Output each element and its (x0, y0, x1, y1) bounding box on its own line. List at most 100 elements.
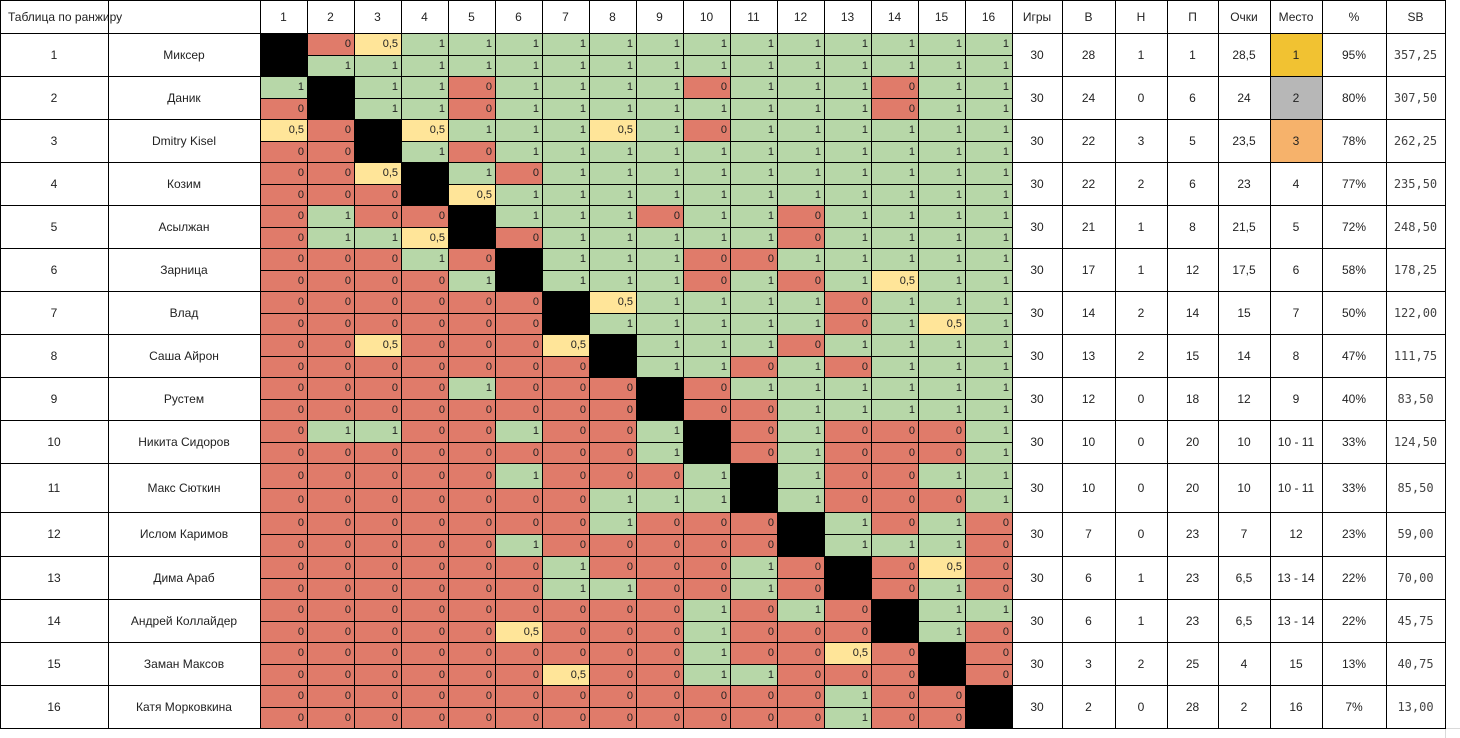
result-cell[interactable]: 1 (777, 98, 824, 119)
result-cell[interactable]: 0 (730, 534, 777, 556)
result-cell[interactable]: 0 (824, 291, 871, 313)
player-rank[interactable]: 7 (50, 305, 58, 320)
opponent-header[interactable]: 7 (562, 9, 569, 24)
result-cell[interactable]: 0 (495, 578, 542, 599)
result-cell[interactable]: 1 (965, 119, 1012, 141)
result-cell[interactable]: 1 (683, 205, 730, 227)
result-cell[interactable]: 1 (730, 33, 777, 55)
result-cell[interactable]: 0 (824, 599, 871, 621)
result-cell[interactable]: 1 (495, 205, 542, 227)
result-cell[interactable]: 1 (777, 55, 824, 76)
result-cell[interactable]: 0 (260, 556, 307, 578)
diagonal-cell[interactable] (730, 463, 777, 512)
result-cell[interactable]: 1 (636, 119, 683, 141)
stat-sb[interactable]: 248,50 (1393, 219, 1438, 234)
stat-place[interactable]: 1 (1270, 33, 1322, 76)
result-cell[interactable]: 0 (918, 488, 965, 512)
result-cell[interactable]: 1 (448, 270, 495, 291)
result-cell[interactable]: 0 (542, 377, 589, 399)
result-cell[interactable]: 1 (918, 227, 965, 248)
result-cell[interactable]: 0 (777, 685, 824, 707)
result-cell[interactable]: 1 (636, 420, 683, 442)
column-header-place[interactable]: Место (1278, 9, 1314, 24)
stat-games[interactable]: 30 (1030, 348, 1044, 363)
stat-games[interactable]: 30 (1030, 133, 1044, 148)
result-cell[interactable]: 0 (260, 98, 307, 119)
result-cell[interactable]: 1 (636, 76, 683, 98)
result-cell[interactable]: 0 (542, 599, 589, 621)
stat-points[interactable]: 14 (1237, 348, 1251, 363)
result-cell[interactable]: 0 (401, 556, 448, 578)
result-cell[interactable]: 0 (448, 512, 495, 534)
diagonal-cell[interactable] (542, 291, 589, 334)
stat-percent[interactable]: 7% (1345, 699, 1363, 714)
result-cell[interactable]: 0 (495, 642, 542, 664)
result-cell[interactable]: 1 (871, 205, 918, 227)
result-cell[interactable]: 0 (307, 599, 354, 621)
result-cell[interactable]: 1 (730, 184, 777, 205)
result-cell[interactable]: 1 (777, 377, 824, 399)
result-cell[interactable]: 1 (871, 399, 918, 420)
result-cell[interactable]: 0 (260, 488, 307, 512)
result-cell[interactable]: 1 (777, 184, 824, 205)
result-cell[interactable]: 0 (354, 442, 401, 463)
result-cell[interactable]: 0 (871, 685, 918, 707)
result-cell[interactable]: 0 (730, 685, 777, 707)
result-cell[interactable]: 0 (307, 399, 354, 420)
stat-sb[interactable]: 59,00 (1397, 527, 1434, 541)
stat-sb[interactable]: 178,25 (1393, 262, 1438, 277)
result-cell[interactable]: 1 (730, 162, 777, 184)
result-cell[interactable]: 0 (307, 488, 354, 512)
stat-place[interactable]: 12 (1289, 527, 1303, 541)
result-cell[interactable]: 0 (495, 707, 542, 728)
result-cell[interactable]: 0 (777, 621, 824, 642)
result-cell[interactable]: 1 (683, 356, 730, 377)
result-cell[interactable]: 0 (871, 488, 918, 512)
result-cell[interactable]: 1 (636, 141, 683, 162)
diagonal-cell[interactable] (683, 420, 730, 463)
result-cell[interactable]: 1 (871, 184, 918, 205)
result-cell[interactable]: 1 (542, 184, 589, 205)
result-cell[interactable]: 1 (871, 141, 918, 162)
result-cell[interactable]: 0 (636, 534, 683, 556)
player-name[interactable]: Миксер (163, 47, 205, 62)
result-cell[interactable]: 1 (918, 399, 965, 420)
result-cell[interactable]: 1 (824, 119, 871, 141)
result-cell[interactable]: 0 (683, 248, 730, 270)
stat-points[interactable]: 6,5 (1235, 613, 1253, 628)
result-cell[interactable]: 1 (589, 488, 636, 512)
result-cell[interactable]: 0 (636, 599, 683, 621)
stat-wins[interactable]: 24 (1081, 90, 1096, 105)
diagonal-cell[interactable] (307, 76, 354, 119)
result-cell[interactable]: 0 (683, 399, 730, 420)
result-cell[interactable]: 0 (260, 184, 307, 205)
opponent-header[interactable]: 6 (515, 9, 522, 24)
stat-percent[interactable]: 33% (1341, 480, 1367, 495)
stat-sb[interactable]: 235,50 (1393, 176, 1438, 191)
result-cell[interactable]: 0 (871, 578, 918, 599)
result-cell[interactable]: 1 (871, 227, 918, 248)
result-cell[interactable]: 1 (777, 313, 824, 334)
result-cell[interactable]: 1 (777, 33, 824, 55)
result-cell[interactable]: 0 (448, 291, 495, 313)
result-cell[interactable]: 0 (495, 442, 542, 463)
result-cell[interactable]: 0 (824, 488, 871, 512)
result-cell[interactable]: 0 (354, 685, 401, 707)
result-cell[interactable]: 0 (495, 313, 542, 334)
result-cell[interactable]: 1 (824, 334, 871, 356)
stat-wins[interactable]: 22 (1081, 133, 1096, 148)
result-cell[interactable]: 0 (542, 707, 589, 728)
result-cell[interactable]: 0 (260, 356, 307, 377)
result-cell[interactable]: 0 (871, 707, 918, 728)
result-cell[interactable]: 0,5 (354, 162, 401, 184)
result-cell[interactable]: 0 (401, 334, 448, 356)
result-cell[interactable]: 1 (589, 184, 636, 205)
result-cell[interactable]: 0 (589, 442, 636, 463)
result-cell[interactable]: 0 (448, 488, 495, 512)
result-cell[interactable]: 1 (683, 162, 730, 184)
result-cell[interactable]: 1 (965, 420, 1012, 442)
result-cell[interactable]: 0 (354, 463, 401, 488)
result-cell[interactable]: 1 (448, 55, 495, 76)
result-cell[interactable]: 1 (636, 334, 683, 356)
result-cell[interactable]: 0 (448, 664, 495, 685)
